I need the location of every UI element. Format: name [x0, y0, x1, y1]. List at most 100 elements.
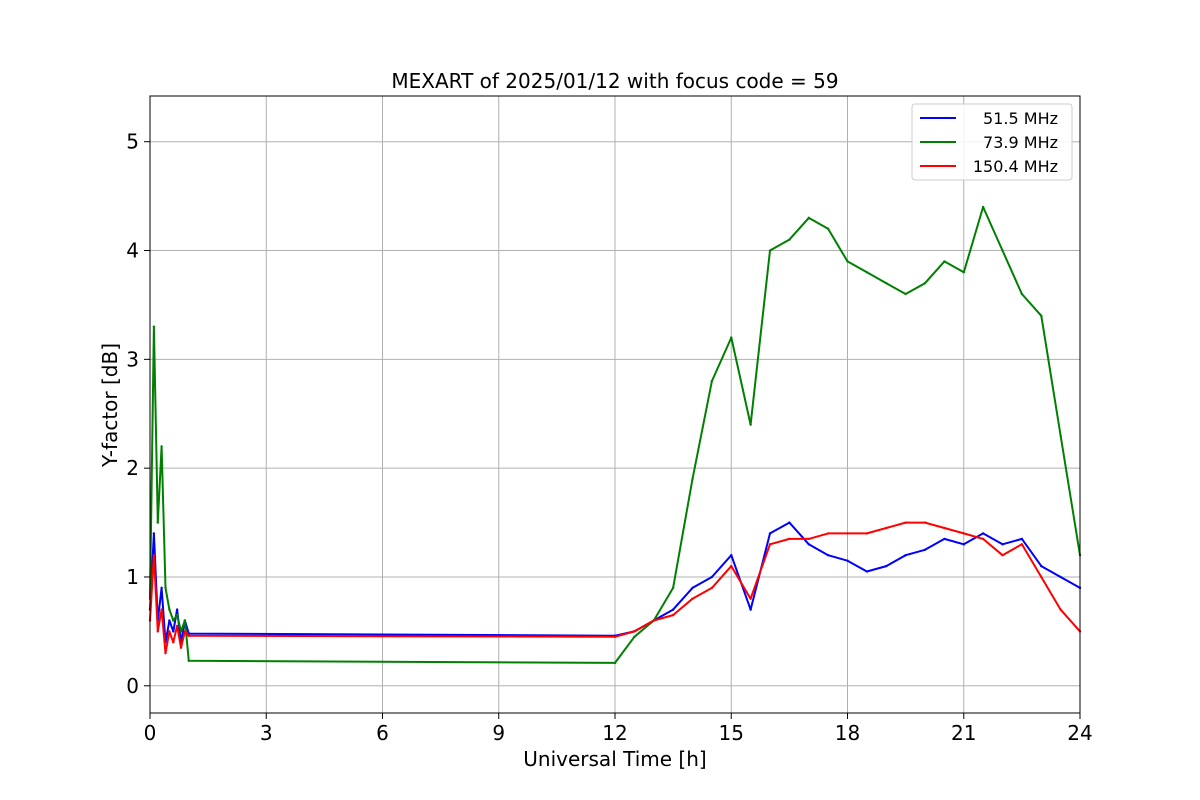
data-point — [187, 659, 190, 662]
data-point — [156, 630, 159, 633]
data-point — [168, 608, 171, 611]
data-point — [749, 423, 752, 426]
data-point — [962, 271, 965, 274]
y-tick-label: 2 — [126, 456, 139, 480]
series-line — [149, 521, 1081, 655]
data-point — [152, 532, 156, 535]
data-point — [885, 526, 888, 530]
series-layer — [148, 205, 1082, 665]
data-point — [904, 292, 907, 296]
x-tick-label: 3 — [260, 721, 273, 745]
x-tick-label: 18 — [835, 721, 860, 745]
data-point — [1040, 575, 1043, 579]
legend-label: 51.5 MHz — [983, 109, 1058, 128]
data-point — [175, 608, 179, 611]
data-point — [730, 554, 733, 557]
data-point — [943, 260, 946, 263]
x-tick-label: 0 — [144, 721, 157, 745]
data-point — [160, 445, 163, 448]
data-point — [788, 521, 791, 524]
data-point — [152, 554, 156, 557]
data-point — [1001, 543, 1004, 546]
data-point — [788, 537, 791, 541]
data-point — [156, 521, 159, 524]
data-point — [168, 630, 171, 633]
data-point — [1001, 554, 1004, 557]
y-tick-label: 5 — [126, 130, 139, 154]
data-point — [730, 564, 733, 568]
data-point — [943, 526, 946, 530]
data-point — [671, 586, 675, 590]
data-point — [865, 570, 869, 573]
data-point — [710, 379, 714, 383]
data-point — [183, 619, 187, 622]
data-point — [846, 532, 849, 535]
legend-box — [911, 103, 1073, 181]
data-point — [183, 630, 187, 633]
data-point — [807, 537, 810, 541]
data-point — [788, 238, 791, 241]
data-point — [172, 619, 175, 622]
data-point — [710, 586, 714, 590]
data-point — [172, 630, 175, 633]
data-point — [807, 216, 810, 220]
x-tick-label: 15 — [719, 721, 744, 745]
data-point — [633, 635, 636, 639]
data-point — [1040, 314, 1043, 318]
data-point — [768, 532, 772, 535]
data-point — [652, 619, 655, 622]
data-point — [1040, 564, 1043, 568]
data-point — [826, 532, 830, 535]
data-point — [749, 608, 752, 611]
data-point — [164, 586, 167, 590]
data-point — [671, 613, 675, 617]
data-point — [1059, 434, 1062, 437]
x-tick-label: 6 — [376, 721, 389, 745]
chart-title: MEXART of 2025/01/12 with focus code = 5… — [391, 69, 838, 93]
data-point — [904, 521, 907, 524]
x-tick-label: 9 — [492, 721, 505, 745]
y-tick-label: 1 — [126, 565, 139, 589]
data-point — [172, 641, 175, 644]
x-tick-label: 21 — [951, 721, 976, 745]
data-point — [981, 205, 985, 209]
x-axis-label: Universal Time [h] — [523, 747, 706, 771]
data-point — [1020, 537, 1024, 541]
data-point — [1020, 292, 1024, 296]
data-point — [846, 559, 849, 562]
data-point — [962, 543, 965, 546]
data-point — [179, 646, 183, 649]
data-point — [923, 281, 927, 285]
data-point — [923, 548, 927, 551]
data-point — [865, 532, 869, 535]
data-point — [730, 336, 733, 339]
data-point — [691, 597, 694, 600]
legend-label: 150.4 MHz — [973, 157, 1058, 176]
y-axis-label: Y-factor [dB] — [98, 343, 122, 468]
data-point — [164, 651, 167, 655]
data-point — [613, 661, 617, 665]
data-point — [160, 608, 163, 611]
series-2 — [148, 521, 1082, 655]
data-point — [981, 537, 985, 541]
y-tick-label: 0 — [126, 674, 139, 698]
data-point — [885, 564, 888, 568]
data-point — [1059, 608, 1062, 611]
series-1 — [148, 205, 1082, 665]
y-tick-label: 3 — [126, 347, 139, 371]
data-point — [846, 260, 849, 263]
data-point — [187, 634, 190, 637]
data-point — [671, 608, 675, 611]
data-point — [1059, 575, 1062, 579]
y-tick-label: 4 — [126, 239, 139, 263]
data-point — [943, 537, 946, 541]
data-point — [749, 597, 752, 600]
data-point — [613, 635, 617, 639]
data-point — [826, 554, 830, 557]
data-point — [633, 630, 636, 633]
data-point — [152, 325, 156, 328]
data-point — [807, 543, 810, 546]
